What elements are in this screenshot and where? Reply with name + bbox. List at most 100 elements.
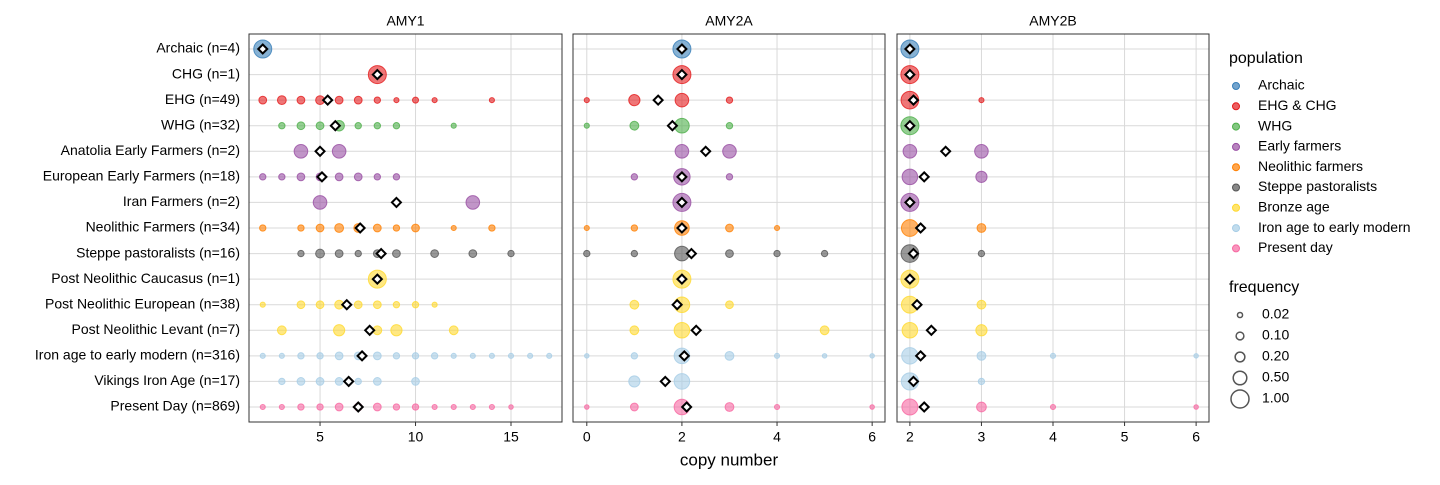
size-key xyxy=(1234,351,1246,363)
mean-marker xyxy=(914,222,927,234)
bubble xyxy=(465,195,481,210)
legend-label: 1.00 xyxy=(1262,390,1289,406)
bubble xyxy=(354,122,362,130)
bubble xyxy=(674,143,690,159)
bubble xyxy=(488,97,495,104)
y-tick-label: Neolithic Farmers (n=34) xyxy=(86,219,240,235)
mean-marker xyxy=(903,196,916,209)
mean-marker xyxy=(903,68,916,81)
y-tick-label: CHG (n=1) xyxy=(172,65,240,81)
bubble xyxy=(488,224,496,232)
mean-marker xyxy=(676,222,688,234)
x-tick-label: 0 xyxy=(583,429,591,445)
bubble xyxy=(373,122,382,130)
size-key xyxy=(1235,331,1245,341)
x-tick-label: 4 xyxy=(1049,429,1057,445)
x-tick-label: 5 xyxy=(316,429,324,445)
bubble xyxy=(334,351,344,361)
x-tick-label: 2 xyxy=(678,429,686,445)
y-tick-label: WHG (n=32) xyxy=(161,116,240,132)
bubble xyxy=(450,403,457,411)
y-tick-label: Iran Farmers (n=2) xyxy=(123,193,240,209)
bubble xyxy=(546,352,553,359)
bubble xyxy=(869,353,875,359)
mean-marker xyxy=(903,273,916,286)
bubble xyxy=(773,352,781,359)
bubble xyxy=(629,402,639,412)
bubble xyxy=(630,173,639,181)
y-tick-label: Anatolia Early Farmers (n=2) xyxy=(61,142,240,158)
bubble xyxy=(584,353,590,359)
mean-marker xyxy=(685,247,698,260)
mean-marker xyxy=(676,273,688,286)
bubble xyxy=(974,143,989,159)
bubble xyxy=(353,95,363,105)
bubble xyxy=(259,301,266,308)
mean-marker xyxy=(342,375,355,388)
bubble xyxy=(334,377,344,386)
legend-swatch xyxy=(1232,203,1240,212)
size-key xyxy=(1230,389,1250,409)
bubble xyxy=(297,352,305,360)
legend-swatch xyxy=(1232,163,1240,172)
legend-label: Steppe pastoralists xyxy=(1258,178,1377,194)
bubble xyxy=(976,299,987,310)
mean-marker xyxy=(316,170,328,183)
bubble xyxy=(334,402,344,412)
mean-marker xyxy=(371,68,384,81)
mean-marker xyxy=(676,170,688,183)
bubble xyxy=(725,223,734,233)
bubble xyxy=(372,377,382,386)
mean-marker xyxy=(907,247,920,260)
bubble xyxy=(392,173,401,181)
bubble xyxy=(258,95,268,105)
mean-marker xyxy=(329,119,342,132)
bubble xyxy=(628,94,641,107)
bubble xyxy=(821,353,828,359)
bubble xyxy=(819,325,830,336)
bubble xyxy=(630,352,639,360)
mean-marker xyxy=(914,349,927,362)
legend-label: Early farmers xyxy=(1258,138,1341,154)
bubble xyxy=(673,373,691,390)
mean-marker xyxy=(390,196,403,209)
bubble xyxy=(392,352,401,360)
bubble xyxy=(773,403,781,411)
legend-title: frequency xyxy=(1229,279,1299,296)
panel-border xyxy=(572,33,886,423)
bubble xyxy=(331,143,347,159)
bubble xyxy=(278,377,286,386)
bubble xyxy=(869,404,875,410)
bubble xyxy=(1193,353,1199,359)
y-tick-label: European Early Farmers (n=18) xyxy=(43,168,240,184)
bubble xyxy=(430,352,439,360)
bubble xyxy=(315,300,325,310)
bubble xyxy=(372,351,382,361)
bubble xyxy=(411,352,420,360)
mean-marker xyxy=(659,375,672,388)
bubble xyxy=(354,249,362,258)
bubble xyxy=(901,398,919,416)
bubble xyxy=(725,300,734,310)
bubble xyxy=(276,95,287,106)
bubble xyxy=(276,325,287,336)
bubble xyxy=(372,402,382,412)
bubble xyxy=(390,324,403,337)
bubble xyxy=(411,301,420,309)
x-tick-label: 6 xyxy=(868,429,876,445)
mean-marker xyxy=(375,247,388,260)
bubble xyxy=(296,377,306,386)
bubble xyxy=(976,223,987,233)
bubble xyxy=(450,122,457,129)
y-tick-label: Vikings Iron Age (n=17) xyxy=(94,372,240,388)
bubble xyxy=(1049,352,1057,359)
bubble xyxy=(297,249,305,258)
legend-swatch xyxy=(1232,122,1240,131)
mean-marker xyxy=(911,298,923,311)
y-tick-label: EHG (n=49) xyxy=(165,91,240,107)
bubble xyxy=(630,249,639,258)
bubble xyxy=(315,121,325,131)
bubble xyxy=(629,299,640,310)
bubble xyxy=(674,92,690,108)
